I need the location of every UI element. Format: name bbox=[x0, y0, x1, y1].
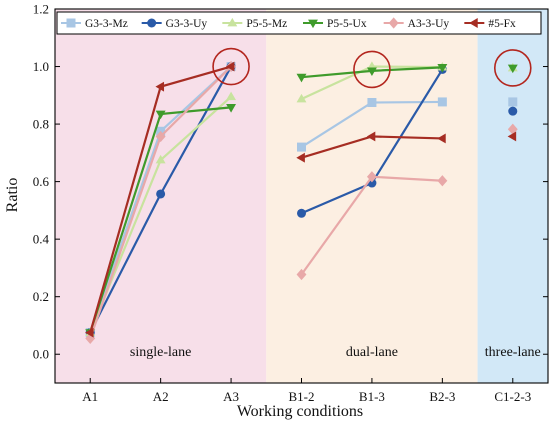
x-axis-title: Working conditions bbox=[237, 403, 363, 420]
region-1-label: dual-lane bbox=[346, 345, 398, 360]
plot-area bbox=[85, 60, 518, 345]
series-G3-3-Mz-point-B2-3 bbox=[437, 97, 447, 107]
series-P5-5-Ux bbox=[85, 64, 518, 338]
series-#5-Fx-point-A2 bbox=[155, 81, 165, 92]
legend-label-P5-5-Mz: P5-5-Mz bbox=[246, 18, 287, 30]
legend-item-G3-3-Uy: G3-3-Uy bbox=[141, 18, 208, 30]
series-P5-5-Ux-point-A3 bbox=[226, 104, 237, 113]
highlight-circle-2 bbox=[493, 49, 532, 87]
series-#5-Fx-point-B2-3 bbox=[437, 133, 446, 144]
series-#5-Fx-point-A3 bbox=[225, 61, 235, 72]
y-tick-label-2: 0.4 bbox=[33, 232, 50, 247]
x-tick-label-A1: A1 bbox=[82, 389, 98, 404]
legend-marker-A3-3-Uy bbox=[388, 17, 399, 29]
highlight-circle-1 bbox=[353, 50, 391, 89]
legend-label-G3-3-Uy: G3-3-Uy bbox=[166, 18, 208, 30]
x-tick-label-A2: A2 bbox=[153, 389, 169, 404]
series-A3-3-Uy-point-B1-3 bbox=[366, 171, 377, 183]
legend-item-A3-3-Uy: A3-3-Uy bbox=[383, 17, 450, 30]
legend-label-P5-5-Ux: P5-5-Ux bbox=[327, 18, 367, 30]
series-G3-3-Uy-point-A2 bbox=[156, 189, 166, 199]
legend-label-A3-3-Uy: A3-3-Uy bbox=[408, 18, 450, 30]
legend-marker-G3-3-Uy bbox=[147, 18, 157, 28]
series-P5-5-Mz-point-B1-2 bbox=[296, 93, 307, 103]
legend-marker-#5-Fx bbox=[469, 18, 478, 28]
y-tick-label-5: 1.0 bbox=[33, 59, 49, 74]
series-A3-3-Uy-point-A2 bbox=[155, 130, 166, 143]
x-tick-label-A3: A3 bbox=[223, 389, 239, 404]
legend-marker-P5-5-Ux bbox=[308, 19, 318, 29]
series-G3-3-Mz-point-C1-2-3 bbox=[508, 97, 518, 107]
region-0-label: single-lane bbox=[130, 345, 191, 360]
series-A3-3-Uy-point-B1-2 bbox=[296, 268, 307, 281]
legend-item-P5-5-Mz: P5-5-Mz bbox=[222, 17, 287, 30]
series-G3-3-Uy-point-C1-2-3 bbox=[508, 106, 518, 116]
legend-label-#5-Fx: #5-Fx bbox=[488, 18, 516, 30]
legend-marker-P5-5-Mz bbox=[227, 17, 238, 27]
x-tick-label-B1-2: B1-2 bbox=[289, 389, 315, 404]
series-P5-5-Mz-point-A3 bbox=[226, 91, 237, 101]
y-tick-label-0: 0.0 bbox=[33, 347, 49, 362]
series-A3-3-Uy-point-B2-3 bbox=[437, 175, 448, 187]
highlight-circles bbox=[212, 47, 532, 89]
series-P5-5-Ux-point-B2-3 bbox=[437, 64, 448, 73]
series-P5-5-Ux-point-A2 bbox=[155, 110, 166, 120]
legend-item-#5-Fx: #5-Fx bbox=[464, 18, 516, 30]
x-tick-label-B2-3: B2-3 bbox=[429, 389, 455, 404]
series-G3-3-Mz-point-B1-3 bbox=[367, 98, 377, 107]
x-tick-label-C1-2-3: C1-2-3 bbox=[494, 389, 531, 404]
series-G3-3-Mz-point-B1-2 bbox=[297, 142, 306, 152]
y-tick-label-1: 0.2 bbox=[33, 289, 49, 304]
region-2-label: three-lane bbox=[485, 345, 541, 360]
series-#5-Fx-point-C1-2-3 bbox=[507, 131, 517, 142]
axes: 0.0 0.2 0.4 0.6 0.8 1.0 1.2 A1 A2 A3 B1-2 B1-3 B2-3 C… bbox=[33, 2, 549, 404]
legend-marker-G3-3-Mz bbox=[66, 18, 76, 28]
x-tick-label-B1-3: B1-3 bbox=[359, 389, 385, 404]
y-tick-label-3: 0.6 bbox=[33, 174, 50, 189]
highlight-circle-0 bbox=[212, 47, 250, 86]
legend-item-P5-5-Ux: P5-5-Ux bbox=[303, 18, 367, 30]
series-#5-Fx bbox=[85, 61, 517, 338]
y-axis-title: Ratio bbox=[4, 178, 21, 213]
legend-box bbox=[56, 11, 542, 35]
series-A3-3-Uy-point-C1-2-3 bbox=[507, 123, 518, 135]
legend-label-G3-3-Mz: G3-3-Mz bbox=[85, 18, 128, 30]
series-G3-3-Uy-point-B1-2 bbox=[297, 208, 306, 218]
series-#5-Fx-point-B1-2 bbox=[296, 152, 305, 163]
series-P5-5-Ux-point-C1-2-3 bbox=[507, 64, 518, 74]
y-tick-label-6: 1.2 bbox=[33, 2, 49, 17]
legend-item-G3-3-Mz: G3-3-Mz bbox=[61, 18, 128, 30]
legend: G3-3-Mz G3-3-Uy P5-5-Mz P5-5-Ux A3-3-Uy #5-Fx bbox=[56, 11, 542, 35]
series-P5-5-Ux-point-B1-2 bbox=[296, 73, 307, 83]
series-#5-Fx-point-A1 bbox=[85, 327, 94, 338]
series-P5-5-Ux-point-B1-3 bbox=[366, 67, 377, 77]
series-P5-5-Mz-point-A2 bbox=[155, 154, 166, 164]
series-#5-Fx-point-B1-3 bbox=[366, 131, 376, 142]
y-tick-label-4: 0.8 bbox=[33, 117, 49, 132]
